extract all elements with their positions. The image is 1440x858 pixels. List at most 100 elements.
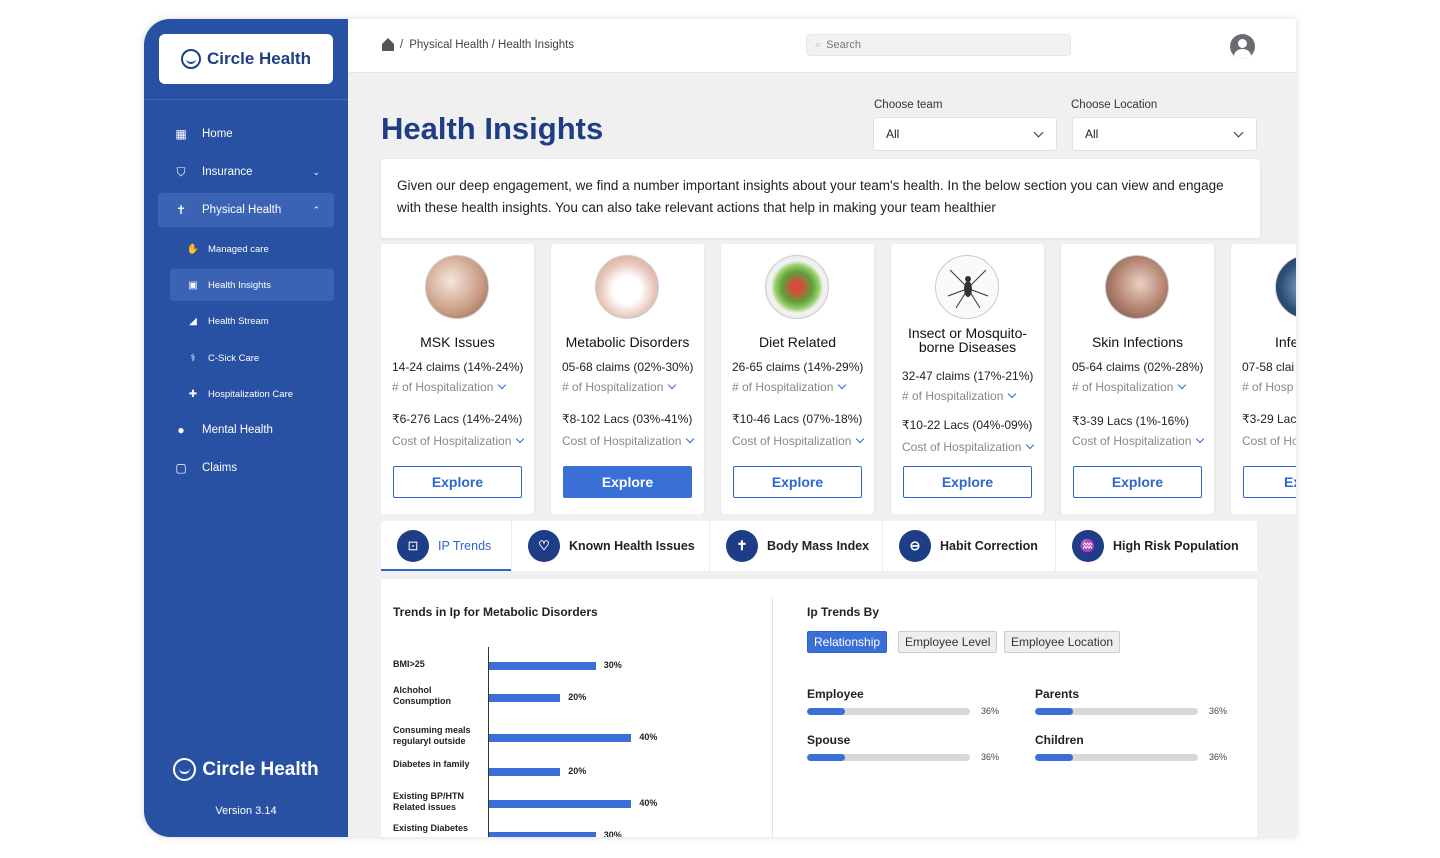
location-select[interactable]: All [1072, 117, 1257, 151]
chart-axis [488, 647, 489, 837]
breadcrumb-path[interactable]: Physical Health / Health Insights [409, 39, 575, 51]
bar-value-label: 20% [568, 692, 587, 702]
tab-label: IP Trends [438, 539, 492, 553]
sidebar-item-physical-health[interactable]: ✝ Physical Health ⌃ [158, 193, 334, 227]
explore-button[interactable]: Ex [1243, 466, 1296, 498]
bar-label: Consuming meals regularyl outside [393, 725, 471, 746]
sidebar-item-insurance[interactable]: ⛉ Insurance ⌄ [158, 155, 334, 189]
sidebar-item-home[interactable]: ▦ Home [158, 117, 334, 151]
ip-row-progress-bar [1035, 754, 1198, 761]
bar[interactable] [489, 694, 561, 702]
card-hospitalization-dropdown[interactable]: # of Hospitalization [732, 380, 845, 394]
explore-button[interactable]: Explore [563, 466, 692, 498]
care-icon: ⚕ [190, 352, 196, 364]
sidebar-item-label: C-Sick Care [208, 352, 260, 364]
ip-row-label: Spouse [807, 733, 851, 747]
card-hospitalization-dropdown[interactable]: # of Hospitalization [562, 380, 675, 394]
card-claims: 07-58 clai [1242, 360, 1295, 374]
person-icon: ✝ [175, 203, 187, 217]
tab-habit-correction[interactable]: ⊖ Habit Correction [883, 521, 1056, 571]
filter-employee-location[interactable]: Employee Location [1004, 631, 1121, 653]
sidebar-item-hospitalization-care[interactable]: ✚ Hospitalization Care [170, 378, 334, 410]
bar[interactable] [489, 768, 561, 776]
sidebar-item-health-insights[interactable]: ▣ Health Insights [170, 269, 334, 301]
sidebar-item-health-stream[interactable]: ◢ Health Stream [170, 305, 334, 337]
ip-row-progress-fill [1035, 708, 1073, 715]
card-skin-infections: Skin Infections 05-64 claims (02%-28%) #… [1061, 244, 1214, 514]
card-cost-dropdown[interactable]: Cost of Hospitalization [562, 434, 693, 448]
panel-divider [772, 597, 773, 837]
card-cost-dropdown[interactable]: Cost of Hospitalization [902, 440, 1033, 454]
sidebar-item-label: Health Stream [208, 315, 269, 327]
tab-label: Body Mass Index [767, 539, 870, 553]
card-hospitalization-dropdown[interactable]: # of Hosp [1242, 380, 1294, 394]
card-cost: ₹10-22 Lacs (04%-09%) [902, 418, 1033, 432]
card-diet-related: Diet Related 26-65 claims (14%-29%) # of… [721, 244, 874, 514]
sidebar-item-c-sick-care[interactable]: ⚕ C-Sick Care [170, 342, 334, 374]
card-title: Skin Infections [1091, 334, 1184, 350]
bar-value-label: 40% [639, 798, 658, 808]
tab-ip-trends[interactable]: ⊡ IP Trends [381, 521, 512, 571]
search-input[interactable] [826, 39, 1047, 51]
sidebar-item-claims[interactable]: ▢ Claims [158, 451, 334, 485]
filter-relationship[interactable]: Relationship [807, 631, 888, 653]
card-title: Metabolic Disorders [565, 334, 690, 350]
chevron-down-icon [1233, 127, 1244, 137]
card-hospitalization-dropdown[interactable]: # of Hospitalization [392, 380, 505, 394]
tab-body-mass-index[interactable]: ✝ Body Mass Index [710, 521, 883, 571]
card-hospitalization-dropdown[interactable]: # of Hospitalization [902, 389, 1015, 403]
card-insect-borne-diseases: Insect or Mosquito-borne Diseases 32-47 … [891, 244, 1044, 514]
explore-button[interactable]: Explore [903, 466, 1032, 498]
sidebar-item-mental-health[interactable]: ● Mental Health [158, 413, 334, 447]
bar[interactable] [489, 662, 596, 670]
bar[interactable] [489, 832, 596, 837]
location-select-value: All [1085, 127, 1099, 141]
chevron-up-icon: ⌃ [312, 204, 320, 215]
search-box[interactable]: ⌕ [806, 34, 1071, 56]
card-cost: ₹3-29 Lac [1242, 412, 1296, 426]
card-claims: 14-24 claims (14%-24%) [392, 360, 524, 374]
explore-button[interactable]: Explore [393, 466, 522, 498]
sidebar-item-managed-care[interactable]: ✋ Managed care [170, 233, 334, 265]
explore-button[interactable]: Explore [733, 466, 862, 498]
sidebar-item-label: Health Insights [208, 279, 271, 291]
sidebar-item-label: Managed care [208, 243, 269, 255]
brand-name: Circle Health [207, 49, 311, 68]
card-cost: ₹6-276 Lacs (14%-24%) [392, 412, 523, 426]
mosquito-icon [947, 269, 989, 309]
card-cost-dropdown[interactable]: Cost of Hospitalization [732, 434, 863, 448]
bar-value-label: 40% [639, 732, 658, 742]
avatar[interactable] [1230, 34, 1255, 59]
sidebar-divider [144, 99, 348, 100]
logo[interactable]: Circle Health [159, 34, 333, 84]
search-icon: ⌕ [815, 38, 822, 51]
bar-label: Existing BP/HTN Related issues [393, 791, 465, 812]
team-select-value: All [886, 127, 900, 141]
card-cost-dropdown[interactable]: Cost of Hospitalization [392, 434, 523, 448]
ip-row-value: 36% [1209, 752, 1228, 762]
card-title: Diet Related [758, 334, 837, 350]
tab-high-risk-population[interactable]: ♒ High Risk Population [1056, 521, 1257, 571]
chevron-down-icon [1033, 127, 1044, 137]
insights-icon: ▣ [188, 279, 198, 291]
card-claims: 05-68 claims (02%-30%) [562, 360, 694, 374]
bar[interactable] [489, 800, 632, 808]
home-icon[interactable] [382, 37, 394, 51]
card-cost: ₹8-102 Lacs (03%-41%) [562, 412, 693, 426]
salad-image [765, 255, 829, 319]
risk-icon: ♒ [1072, 530, 1104, 562]
insight-cards: MSK Issues 14-24 claims (14%-24%) # of H… [381, 244, 1296, 514]
card-hospitalization-dropdown[interactable]: # of Hospitalization [1072, 380, 1185, 394]
brain-icon: ● [177, 423, 185, 437]
bar-label: BMI>25 [393, 659, 425, 669]
filter-employee-level[interactable]: Employee Level [898, 631, 998, 653]
ip-row-progress-bar [807, 754, 970, 761]
tab-known-health-issues[interactable]: ♡ Known Health Issues [512, 521, 710, 571]
app-version: Version 3.14 [215, 805, 277, 817]
card-cost-dropdown[interactable]: Cost of Hospitalization [1072, 434, 1203, 448]
sidebar: Circle Health ▦ Home ⛉ Insurance ⌄ ✝ Phy… [144, 19, 348, 837]
team-select[interactable]: All [873, 117, 1057, 151]
bar[interactable] [489, 734, 632, 742]
explore-button[interactable]: Explore [1073, 466, 1202, 498]
card-cost-dropdown[interactable]: Cost of Ho [1242, 434, 1296, 448]
